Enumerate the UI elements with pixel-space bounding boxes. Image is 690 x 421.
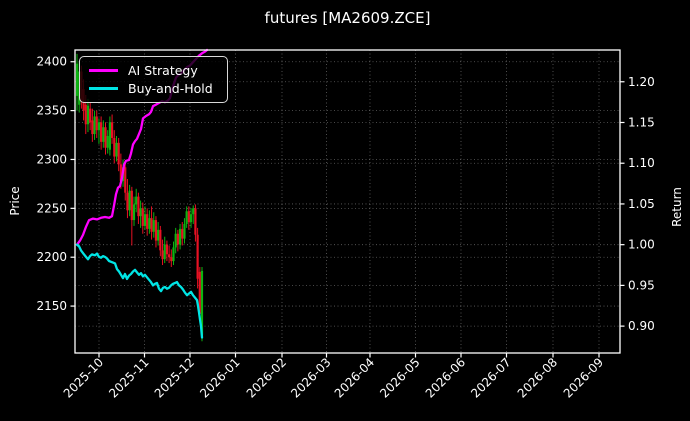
svg-text:2026-06: 2026-06: [423, 355, 468, 400]
svg-text:2200: 2200: [36, 250, 67, 264]
svg-text:2025-11: 2025-11: [106, 355, 151, 400]
buy-and-hold-line-swatch: [89, 87, 118, 91]
svg-text:2300: 2300: [36, 152, 67, 166]
svg-text:2025-10: 2025-10: [61, 355, 106, 400]
svg-text:2350: 2350: [36, 104, 67, 118]
legend-item-ai-strategy: AI Strategy: [89, 63, 218, 78]
svg-text:2026-08: 2026-08: [515, 355, 560, 400]
ai-strategy-line-swatch: [89, 68, 118, 72]
svg-text:2026-02: 2026-02: [244, 355, 289, 400]
svg-text:2026-05: 2026-05: [377, 355, 422, 400]
svg-text:2026-07: 2026-07: [468, 355, 513, 400]
chart-legend: AI Strategy Buy-and-Hold: [79, 56, 228, 103]
svg-text:1.05: 1.05: [628, 197, 655, 211]
legend-label: AI Strategy: [128, 62, 198, 78]
legend-label: Buy-and-Hold: [128, 81, 213, 97]
legend-item-buy-and-hold: Buy-and-Hold: [89, 81, 218, 96]
svg-text:2026-01: 2026-01: [197, 355, 242, 400]
svg-text:2025-12: 2025-12: [152, 355, 197, 400]
svg-text:2400: 2400: [36, 55, 67, 69]
svg-text:1.20: 1.20: [628, 75, 655, 89]
svg-text:1.00: 1.00: [628, 238, 655, 252]
chart-title: futures [MA2609.ZCE]: [264, 9, 431, 27]
svg-text:1.10: 1.10: [628, 156, 655, 170]
svg-text:2026-04: 2026-04: [332, 355, 377, 400]
svg-text:2250: 2250: [36, 201, 67, 215]
svg-text:0.95: 0.95: [628, 278, 655, 292]
svg-text:0.90: 0.90: [628, 319, 655, 333]
svg-text:2026-09: 2026-09: [561, 355, 606, 400]
svg-text:2026-03: 2026-03: [288, 355, 333, 400]
svg-text:2150: 2150: [36, 299, 67, 313]
svg-text:1.15: 1.15: [628, 115, 655, 129]
